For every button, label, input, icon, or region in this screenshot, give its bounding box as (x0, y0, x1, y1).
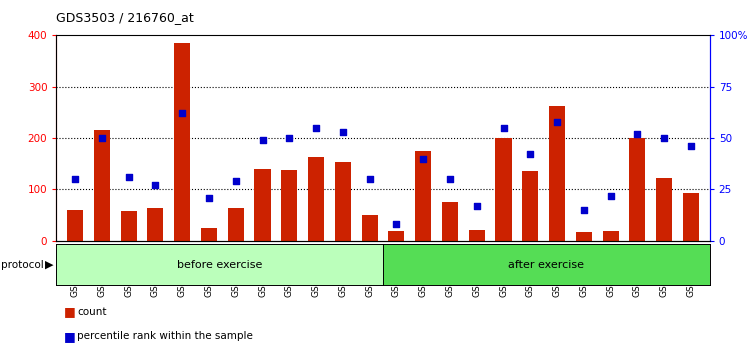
Point (149, 182, 161, 188)
Bar (576, 232, 592, 241)
Text: before exercise: before exercise (177, 259, 262, 270)
Bar (228, 209, 244, 241)
Bar (522, 171, 538, 241)
Point (337, 129, 349, 135)
Bar (67, 210, 83, 241)
Point (176, 110, 189, 116)
Point (685, 143, 697, 149)
Point (122, 174, 134, 180)
Point (203, 195, 215, 200)
Point (310, 125, 322, 131)
Point (632, 131, 644, 137)
Point (283, 135, 295, 141)
Point (257, 137, 269, 143)
Text: protocol: protocol (1, 259, 44, 270)
Text: percentile rank within the sample: percentile rank within the sample (77, 331, 253, 341)
Bar (388, 232, 405, 241)
Bar (602, 232, 619, 241)
Text: ■: ■ (64, 330, 76, 343)
Bar (629, 138, 645, 241)
Bar (308, 157, 324, 241)
Text: count: count (77, 307, 107, 316)
Bar (496, 138, 511, 241)
Point (497, 125, 509, 131)
Bar (361, 215, 378, 241)
Bar (94, 130, 110, 241)
Bar (282, 170, 297, 241)
Point (417, 156, 429, 161)
Point (605, 193, 617, 198)
Bar (683, 194, 699, 241)
Point (230, 178, 242, 184)
Point (658, 135, 670, 141)
Bar (442, 202, 458, 241)
Point (363, 176, 376, 182)
Point (391, 222, 403, 227)
Point (551, 119, 563, 125)
Point (96, 135, 108, 141)
Text: GDS3503 / 216760_at: GDS3503 / 216760_at (56, 11, 194, 24)
Bar (121, 211, 137, 241)
Point (524, 152, 536, 157)
Bar (147, 209, 164, 241)
Bar (335, 162, 351, 241)
Bar (656, 178, 672, 241)
Text: ▶: ▶ (45, 259, 53, 270)
Point (471, 203, 483, 209)
Bar (255, 169, 270, 241)
Bar (415, 151, 431, 241)
Point (69, 176, 81, 182)
Bar (469, 230, 484, 241)
Bar (174, 43, 190, 241)
Text: ■: ■ (64, 305, 76, 318)
Bar (201, 228, 217, 241)
Point (444, 176, 456, 182)
Bar (549, 106, 565, 241)
Point (578, 207, 590, 213)
Text: after exercise: after exercise (508, 259, 584, 270)
